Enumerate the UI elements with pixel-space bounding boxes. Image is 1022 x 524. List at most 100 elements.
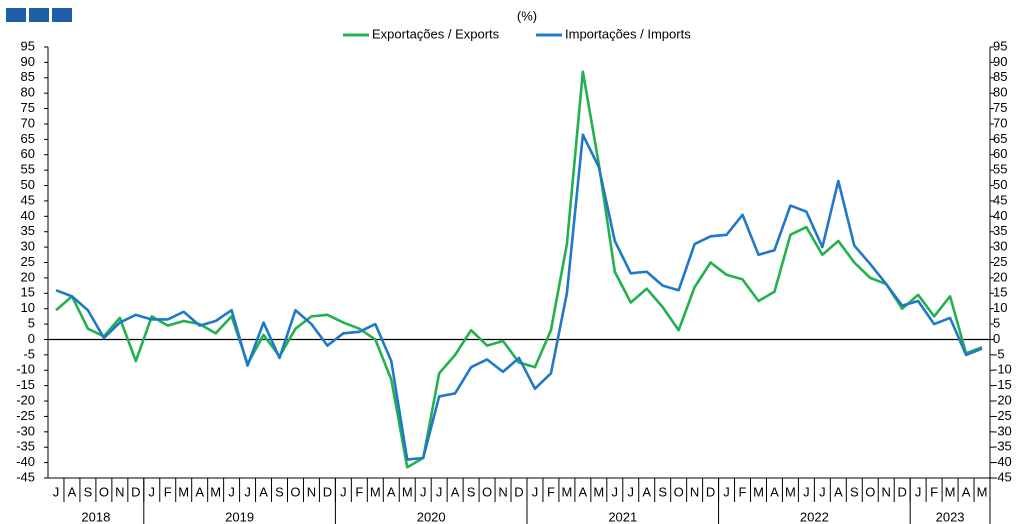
x-tick-label: S [850, 484, 859, 499]
x-tick-label: A [259, 484, 268, 499]
x-tick-label: D [131, 484, 140, 499]
y2-tick-label: 45 [993, 192, 1007, 207]
x-group-label: 2021 [608, 509, 637, 524]
legend-label: Importações / Imports [565, 26, 691, 41]
logo-block [6, 8, 26, 22]
y-tick-label: -25 [16, 408, 35, 423]
x-tick-label: A [962, 484, 971, 499]
x-tick-label: J [228, 484, 235, 499]
y-tick-label: -15 [16, 377, 35, 392]
x-tick-label: M [210, 484, 221, 499]
y-tick-label: 20 [21, 269, 35, 284]
x-tick-label: J [628, 484, 635, 499]
x-tick-label: S [467, 484, 476, 499]
x-tick-label: O [482, 484, 492, 499]
y2-tick-label: -10 [993, 362, 1012, 377]
y2-tick-label: -45 [993, 469, 1012, 484]
y2-tick-label: 80 [993, 85, 1007, 100]
y2-tick-label: -25 [993, 408, 1012, 423]
y2-tick-label: 30 [993, 239, 1007, 254]
x-tick-label: J [436, 484, 443, 499]
y-tick-label: 90 [21, 54, 35, 69]
x-tick-label: S [84, 484, 93, 499]
x-tick-label: J [53, 484, 60, 499]
series-line [55, 70, 983, 469]
y-tick-label: -40 [16, 454, 35, 469]
x-tick-label: M [402, 484, 413, 499]
x-tick-label: O [99, 484, 109, 499]
x-tick-label: J [915, 484, 922, 499]
y2-tick-label: 55 [993, 162, 1007, 177]
x-tick-label: S [658, 484, 667, 499]
logo-block [29, 8, 49, 22]
x-tick-label: O [290, 484, 300, 499]
y2-tick-label: 90 [993, 54, 1007, 69]
y2-tick-label: 50 [993, 177, 1007, 192]
x-tick-label: F [547, 484, 555, 499]
x-tick-label: F [930, 484, 938, 499]
y-tick-label: -10 [16, 362, 35, 377]
x-tick-label: N [498, 484, 507, 499]
x-tick-label: F [355, 484, 363, 499]
x-tick-label: A [68, 484, 77, 499]
y-tick-label: 55 [21, 162, 35, 177]
x-group-label: 2023 [936, 509, 965, 524]
x-tick-label: M [178, 484, 189, 499]
x-tick-label: J [819, 484, 826, 499]
y2-tick-label: 40 [993, 208, 1007, 223]
y-tick-label: 35 [21, 223, 35, 238]
x-tick-label: J [612, 484, 619, 499]
y2-tick-label: 35 [993, 223, 1007, 238]
x-tick-label: M [977, 484, 988, 499]
x-tick-label: M [370, 484, 381, 499]
y2-tick-label: 70 [993, 115, 1007, 130]
y-tick-label: 85 [21, 69, 35, 84]
x-tick-label: J [420, 484, 427, 499]
x-tick-label: O [674, 484, 684, 499]
y-tick-label: 75 [21, 100, 35, 115]
y-tick-label: 70 [21, 115, 35, 130]
x-tick-label: A [451, 484, 460, 499]
x-tick-label: N [307, 484, 316, 499]
x-tick-label: M [561, 484, 572, 499]
x-tick-label: J [149, 484, 156, 499]
y2-tick-label: 5 [993, 316, 1000, 331]
y-tick-label: 25 [21, 254, 35, 269]
y-tick-label: 0 [28, 331, 35, 346]
x-tick-label: F [739, 484, 747, 499]
x-tick-label: M [785, 484, 796, 499]
x-group-label: 2018 [81, 509, 110, 524]
x-tick-label: A [834, 484, 843, 499]
x-tick-label: A [387, 484, 396, 499]
y2-tick-label: 0 [993, 331, 1000, 346]
x-tick-label: M [753, 484, 764, 499]
y-tick-label: 30 [21, 239, 35, 254]
y-tick-label: 80 [21, 85, 35, 100]
y-tick-label: 40 [21, 208, 35, 223]
y2-tick-label: -40 [993, 454, 1012, 469]
chart-subtitle: (%) [517, 8, 537, 23]
y-tick-label: 50 [21, 177, 35, 192]
x-tick-label: O [865, 484, 875, 499]
x-tick-label: J [244, 484, 251, 499]
logo-block [52, 8, 72, 22]
y2-tick-label: -5 [993, 346, 1005, 361]
x-tick-label: A [195, 484, 204, 499]
y2-tick-label: 75 [993, 100, 1007, 115]
x-tick-label: M [945, 484, 956, 499]
y-tick-label: 65 [21, 131, 35, 146]
y-tick-label: 60 [21, 146, 35, 161]
x-tick-label: S [275, 484, 284, 499]
x-tick-label: D [323, 484, 332, 499]
y-tick-label: 15 [21, 285, 35, 300]
x-tick-label: J [723, 484, 730, 499]
x-group-label: 2019 [225, 509, 254, 524]
legend-label: Exportações / Exports [372, 26, 500, 41]
y2-tick-label: -15 [993, 377, 1012, 392]
y2-tick-label: 15 [993, 285, 1007, 300]
x-tick-label: M [593, 484, 604, 499]
y-tick-label: 10 [21, 300, 35, 315]
y-tick-label: 45 [21, 192, 35, 207]
y2-tick-label: 85 [993, 69, 1007, 84]
y-tick-label: -30 [16, 423, 35, 438]
